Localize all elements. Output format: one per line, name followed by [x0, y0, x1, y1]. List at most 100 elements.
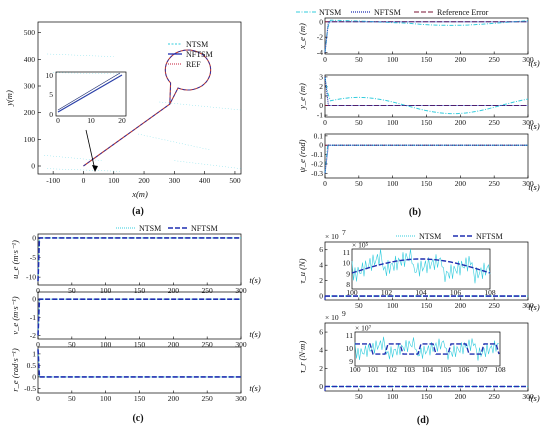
series-nftsm: [37, 237, 241, 282]
legend-ntsm: NTSM: [139, 224, 161, 233]
legend-ntsm: NTSM: [319, 8, 341, 17]
panel-label-c: (c): [132, 413, 143, 424]
panel-b-legend: NTSM NFTSM Reference Error: [296, 8, 489, 17]
inset-xtick: 105: [440, 365, 452, 374]
inset-ytick: 11: [346, 331, 353, 340]
panel-a-inset-axes: [55, 71, 127, 117]
xtick-label: 100: [387, 301, 399, 310]
panel-a-nftsm-trajectory: [83, 49, 211, 167]
xtick-label: 200: [455, 118, 467, 127]
ytick-label: -5: [30, 253, 36, 262]
ytick-label: 0.1: [314, 131, 324, 140]
ytick-label: 6: [319, 245, 323, 254]
series-ntsm: [324, 144, 528, 174]
xtick-label: 400: [199, 176, 211, 185]
ytick-label: 4: [319, 261, 323, 270]
ntsm-noise-streak: [159, 101, 242, 111]
inset-xtick: 102: [381, 288, 393, 297]
inset-xtick: 100: [349, 365, 361, 374]
time-label: t(s): [528, 393, 540, 403]
xtick-label: 0: [36, 340, 40, 349]
inset-axes: [354, 331, 501, 367]
inset-ytick: 9: [346, 269, 350, 278]
xtick-label: 150: [421, 55, 433, 64]
subplot-axes: [37, 233, 242, 286]
time-label: t(s): [528, 182, 540, 192]
xtick-label: 200: [168, 340, 180, 349]
inset-ntsm-band: [354, 336, 499, 361]
xtick-label: 250: [489, 179, 501, 188]
ytick-label: 1: [319, 92, 323, 101]
panel-a-xlabel: x(m): [131, 189, 148, 199]
y-multiplier: × 10: [325, 313, 339, 322]
legend-nftsm: NFTSM: [476, 232, 503, 241]
xtick-label: 100: [100, 286, 112, 295]
ytick-label: 200: [24, 108, 36, 117]
panel-label-a: (a): [132, 206, 144, 217]
time-label: t(s): [528, 58, 540, 68]
xtick-label: 300: [522, 179, 534, 188]
ytick-label: 1: [32, 349, 36, 358]
panel-a-xticks: -100 0 100 200 300 400 500: [46, 171, 241, 185]
inset-xtick: 106: [450, 288, 462, 297]
xtick-label: 150: [134, 394, 146, 403]
subplot-ylabel: v_e (m·s⁻¹): [10, 296, 20, 334]
xtick-label: 100: [387, 55, 399, 64]
xtick-label: 150: [421, 118, 433, 127]
xtick-label: 0: [82, 176, 86, 185]
subplot: 0 50 100 150 200 250 300 0 -5 -10 u_e (m·s⁻¹): [10, 233, 247, 295]
series-nftsm: [324, 76, 528, 107]
xtick-label: 0: [36, 394, 40, 403]
ytick-label: 2: [319, 364, 323, 373]
xtick-label: 100: [108, 176, 120, 185]
xtick-label: 300: [235, 286, 247, 295]
xtick-label: 250: [489, 301, 501, 310]
ntsm-noise-streak: [137, 133, 211, 151]
xtick-label: 300: [522, 301, 534, 310]
ytick-label: 0: [32, 295, 36, 304]
subplot-axes: [324, 133, 529, 179]
ntsm-noise-streak: [47, 53, 114, 57]
xtick-label: 50: [355, 392, 363, 401]
xtick-label: 0: [36, 286, 40, 295]
time-label: t(s): [249, 383, 261, 393]
xtick-label: -100: [46, 176, 60, 185]
inset-ytick: 5: [49, 90, 53, 99]
panel-a-axes: [37, 21, 242, 175]
panel-a-inset: 0 10 20 0 5 10: [46, 71, 127, 172]
inset-xtick: 20: [118, 116, 126, 125]
xtick-label: 50: [68, 340, 76, 349]
xtick-label: 150: [421, 392, 433, 401]
inset-ytick: 9: [349, 357, 353, 366]
xtick-label: 50: [355, 301, 363, 310]
panel-a-ntsm-noise: [44, 53, 242, 172]
y-multiplier-exp: 7: [342, 228, 346, 237]
ntsm-noise-streak: [174, 160, 242, 169]
ytick-label: -10: [26, 273, 36, 282]
ytick-label: 300: [24, 82, 36, 91]
time-label: t(s): [249, 275, 261, 285]
inset-xtick: 101: [368, 365, 380, 374]
xtick-label: 200: [455, 301, 467, 310]
ytick-label: 6: [319, 328, 323, 337]
xtick-label: 150: [421, 301, 433, 310]
legend-ref-error: Reference Error: [437, 8, 489, 17]
ytick-label: 0: [319, 101, 323, 110]
ytick-label: 4: [319, 346, 323, 355]
xtick-label: 0: [323, 118, 327, 127]
ytick-label: -0.2: [311, 159, 323, 168]
xtick-label: 0: [323, 179, 327, 188]
panel-a-ylabel: y(m): [4, 90, 14, 107]
series-ntsm: [37, 237, 241, 282]
legend-nftsm: NFTSM: [374, 8, 401, 17]
inset-xtick: 108: [494, 365, 506, 374]
xtick-label: 300: [522, 118, 534, 127]
ytick-label: -4: [317, 48, 323, 57]
inset-multiplier: × 10⁷: [355, 324, 372, 333]
series-nftsm: [324, 144, 528, 174]
inset-ytick: 10: [346, 344, 354, 353]
subplot-ylabel: r_e (rad·s⁻¹): [10, 348, 20, 392]
xtick-label: 250: [489, 392, 501, 401]
